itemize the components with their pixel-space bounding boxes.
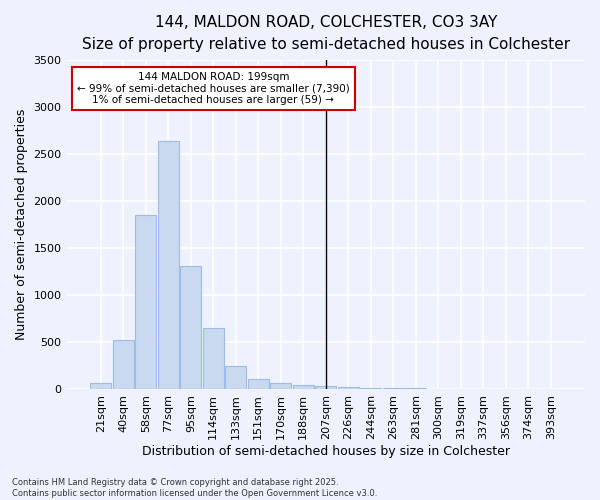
Bar — [158, 141, 179, 389]
Text: Contains HM Land Registry data © Crown copyright and database right 2025.
Contai: Contains HM Land Registry data © Crown c… — [12, 478, 377, 498]
Bar — [180, 266, 202, 389]
Bar — [293, 384, 314, 389]
Title: 144, MALDON ROAD, COLCHESTER, CO3 3AY
Size of property relative to semi-detached: 144, MALDON ROAD, COLCHESTER, CO3 3AY Si… — [82, 15, 570, 52]
Bar — [203, 328, 224, 389]
Bar — [248, 379, 269, 389]
Bar — [270, 383, 292, 389]
Text: 144 MALDON ROAD: 199sqm
← 99% of semi-detached houses are smaller (7,390)
1% of : 144 MALDON ROAD: 199sqm ← 99% of semi-de… — [77, 72, 350, 105]
Bar — [135, 215, 157, 389]
Bar — [90, 384, 112, 389]
X-axis label: Distribution of semi-detached houses by size in Colchester: Distribution of semi-detached houses by … — [142, 444, 510, 458]
Bar — [338, 387, 359, 389]
Bar — [383, 388, 404, 389]
Bar — [360, 388, 382, 389]
Bar — [113, 340, 134, 389]
Bar — [225, 366, 247, 389]
Bar — [315, 386, 337, 389]
Y-axis label: Number of semi-detached properties: Number of semi-detached properties — [15, 109, 28, 340]
